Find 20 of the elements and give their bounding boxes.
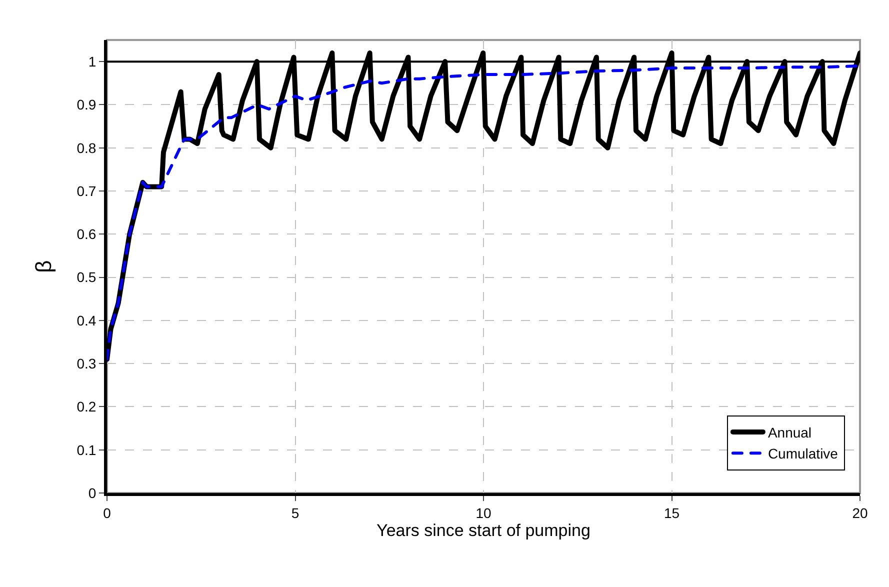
x-tick-label: 20 [852,504,868,521]
y-tick-label: 0.4 [76,312,96,328]
y-tick-label: 0.9 [76,96,96,113]
x-tick-label: 10 [476,504,492,521]
legend-label: Annual [768,424,812,440]
y-tick-label: 0.7 [76,182,96,199]
y-tick-label: 0.2 [76,398,96,415]
y-tick-label: 0.5 [76,269,96,286]
legend-label: Cumulative [768,446,838,462]
x-axis-title: Years since start of pumping [376,520,590,540]
x-tick-label: 0 [103,504,112,521]
y-tick-label: 0 [88,484,96,501]
y-tick-label: 0.8 [76,140,96,156]
y-tick-label: 0.6 [76,226,96,242]
x-tick-label: 15 [664,504,680,521]
y-tick-label: 0.3 [76,355,96,372]
y-tick-label: 1 [88,53,96,70]
y-tick-label: 0.1 [76,442,96,458]
y-axis-title: β [31,260,56,273]
x-tick-label: 5 [291,504,300,521]
